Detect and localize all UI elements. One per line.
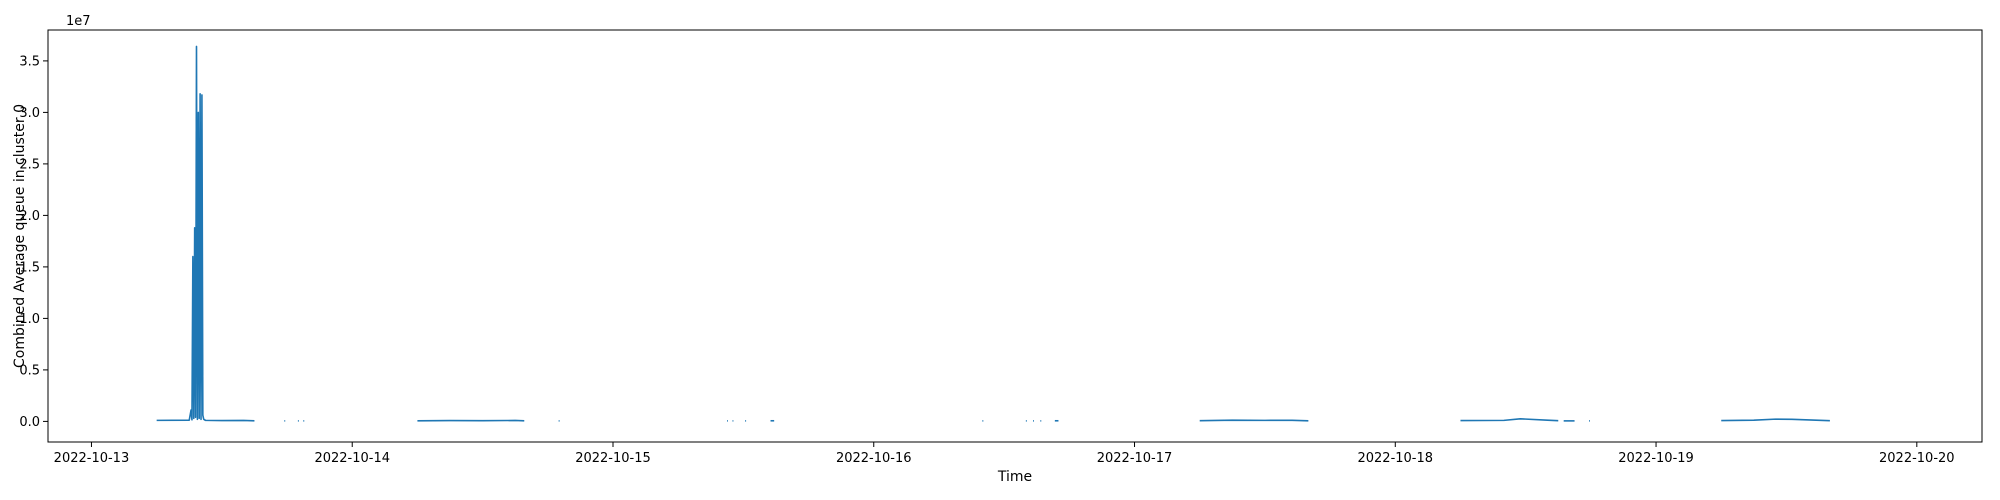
plot-area (47, 29, 1983, 443)
x-tick-label: 2022-10-17 (1097, 451, 1173, 466)
x-tick-label: 2022-10-15 (575, 451, 651, 466)
x-axis: 2022-10-13 2022-10-14 2022-10-15 2022-10-16… (54, 442, 1955, 466)
x-tick-label: 2022-10-14 (314, 451, 390, 466)
series-line-segment (1199, 419, 1309, 422)
y-offset-label: 1e7 (66, 14, 91, 29)
x-tick-label: 2022-10-16 (836, 451, 912, 466)
y-tick-label: 0.5 (19, 363, 40, 378)
x-tick-label: 2022-10-13 (54, 451, 130, 466)
y-axis: 0.0 0.5 1.0 1.5 2.0 2.5 3.0 3.5 (19, 54, 48, 430)
x-axis-label: Time (997, 469, 1032, 485)
series-line-segment (1721, 418, 1830, 422)
y-tick-label: 1.0 (19, 312, 40, 327)
y-tick-label: 0.0 (19, 415, 40, 430)
series-layer (156, 45, 1830, 422)
x-tick-label: 2022-10-18 (1357, 451, 1433, 466)
x-tick-label: 2022-10-20 (1879, 451, 1955, 466)
series-line-segment (156, 45, 255, 422)
y-axis-label: Combined Average queue in cluster 0 (12, 104, 28, 368)
y-tick-label: 3.0 (19, 106, 40, 121)
y-tick-label: 3.5 (19, 54, 40, 69)
series-line-segment (1460, 418, 1559, 422)
y-tick-label: 2.5 (19, 157, 40, 172)
x-tick-label: 2022-10-19 (1618, 451, 1694, 466)
y-tick-label: 1.5 (19, 260, 40, 275)
y-tick-label: 2.0 (19, 209, 40, 224)
